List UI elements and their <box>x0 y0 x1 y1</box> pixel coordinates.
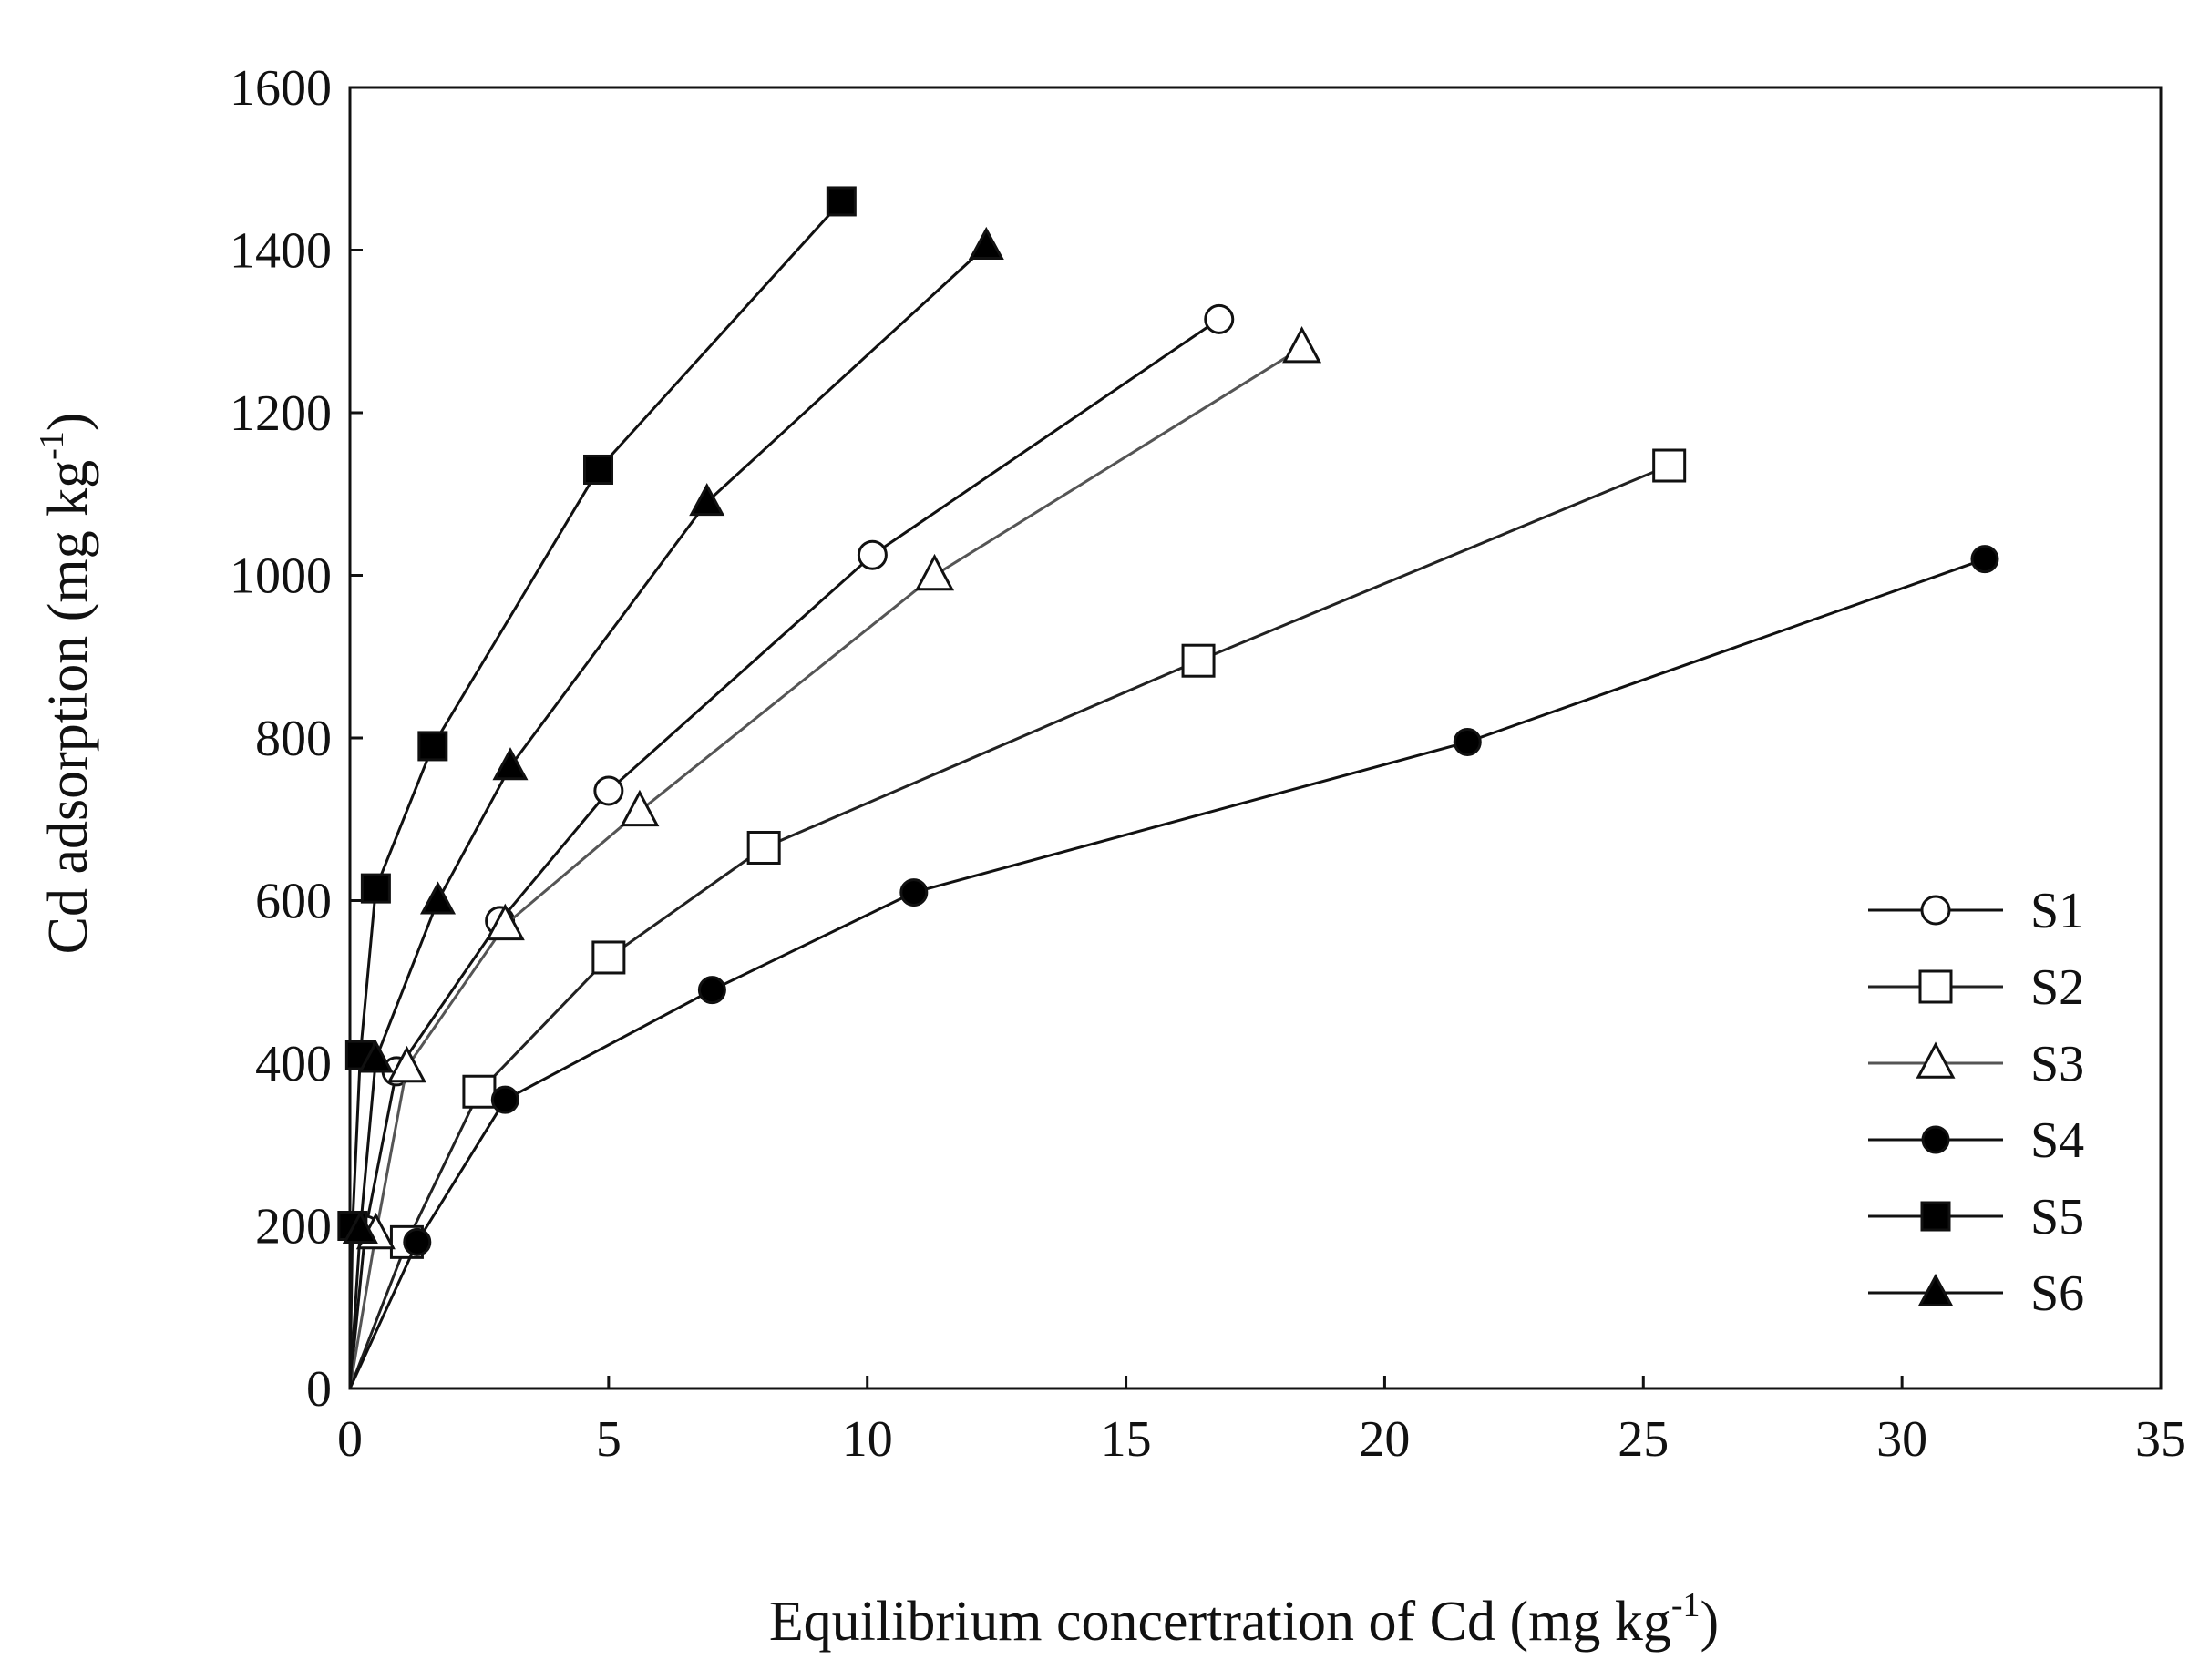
data-point-s3 <box>1282 326 1322 364</box>
legend: S1 S2 S3 S4 S5 S6 <box>1868 883 2084 1322</box>
data-point-s6 <box>968 226 1004 261</box>
data-point-s6 <box>342 1210 378 1244</box>
legend-marker-s2 <box>1918 969 1953 1004</box>
series-s3 <box>348 326 1322 1389</box>
y-axis-title: Cd adsorption (mg kg-1) <box>33 413 99 955</box>
y-tick-label: 400 <box>255 1036 332 1092</box>
data-point-s4 <box>1970 545 1999 574</box>
y-tick-label: 1200 <box>230 385 332 442</box>
series-s2 <box>348 448 1687 1389</box>
data-point-s2 <box>591 940 626 975</box>
data-point-s5 <box>826 186 857 217</box>
legend-marker-s6 <box>1917 1273 1954 1306</box>
legend-label-s4: S4 <box>2030 1112 2084 1169</box>
data-point-s3 <box>386 1045 426 1083</box>
data-point-s3 <box>485 903 525 941</box>
data-point-s5 <box>583 454 614 485</box>
series-line-s6 <box>348 244 988 1389</box>
x-tick-label: 5 <box>596 1411 622 1468</box>
data-point-s3 <box>620 789 660 827</box>
data-point-s6 <box>357 1040 394 1073</box>
data-point-s4 <box>899 878 929 907</box>
y-axis-ticks: 0 200 400 600 800 1000 1200 1400 1600 <box>230 60 363 1418</box>
data-point-s2 <box>746 830 781 865</box>
data-point-s6 <box>419 881 457 915</box>
legend-label-s1: S1 <box>2030 883 2084 939</box>
x-tick-label: 30 <box>1876 1411 1927 1468</box>
data-point-s4 <box>490 1085 519 1114</box>
data-point-s5 <box>360 873 391 904</box>
x-axis-title: Equilibrium concertration of Cd (mg kg-1… <box>769 1586 1719 1653</box>
y-tick-label: 800 <box>255 711 332 767</box>
legend-marker-s4 <box>1921 1125 1950 1154</box>
legend-label-s5: S5 <box>2030 1189 2084 1245</box>
x-tick-label: 0 <box>337 1411 363 1468</box>
x-tick-label: 10 <box>842 1411 893 1468</box>
y-tick-label: 1000 <box>230 548 332 605</box>
y-tick-label: 200 <box>255 1199 332 1255</box>
y-tick-label: 1600 <box>230 60 332 117</box>
legend-label-s6: S6 <box>2030 1265 2084 1322</box>
plot-frame <box>348 86 2163 1390</box>
series-line-s2 <box>348 464 1670 1389</box>
x-tick-label: 25 <box>1618 1411 1669 1468</box>
data-point-s4 <box>1453 727 1482 756</box>
series-layer <box>337 186 1999 1389</box>
x-tick-label: 20 <box>1359 1411 1410 1468</box>
data-point-s3 <box>915 553 955 591</box>
series-s4 <box>348 545 1999 1389</box>
data-point-s4 <box>697 976 726 1005</box>
data-point-s1 <box>593 775 624 806</box>
x-axis-ticks: 0 5 10 15 20 25 30 35 <box>337 1376 2186 1468</box>
data-point-s6 <box>689 483 725 517</box>
legend-marker-s1 <box>1920 895 1951 926</box>
series-line-s3 <box>348 346 1303 1389</box>
data-point-s4 <box>403 1227 432 1256</box>
data-point-s5 <box>417 731 448 762</box>
legend-label-s3: S3 <box>2030 1036 2084 1092</box>
y-tick-label: 0 <box>306 1361 332 1418</box>
data-point-s1 <box>1204 303 1235 334</box>
data-point-s2 <box>1652 448 1687 483</box>
x-tick-label: 35 <box>2135 1411 2186 1468</box>
legend-label-s2: S2 <box>2030 959 2084 1016</box>
legend-marker-s3 <box>1916 1041 1956 1079</box>
series-s6 <box>342 226 1004 1389</box>
legend-marker-s5 <box>1920 1201 1951 1232</box>
x-tick-label: 15 <box>1101 1411 1152 1468</box>
data-point-s2 <box>462 1074 497 1109</box>
y-tick-label: 600 <box>255 874 332 930</box>
data-point-s6 <box>492 747 529 781</box>
data-point-s1 <box>857 539 888 570</box>
data-point-s2 <box>1181 643 1216 678</box>
y-tick-label: 1400 <box>230 223 332 280</box>
series-s1 <box>348 303 1235 1389</box>
